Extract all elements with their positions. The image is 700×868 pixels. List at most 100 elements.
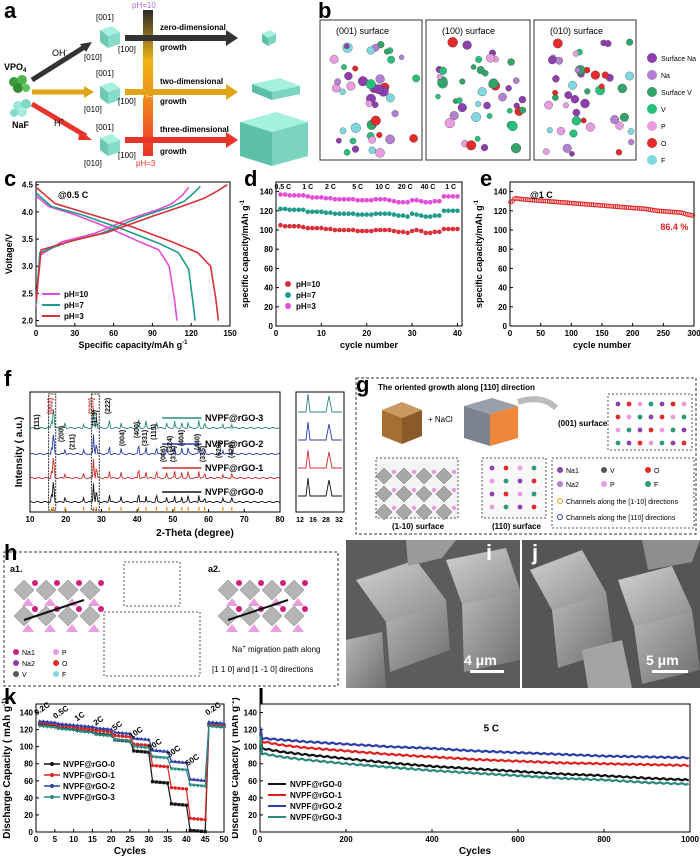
legend-label: NVPF@rGO-0 <box>290 780 342 789</box>
legend-marker <box>50 784 54 788</box>
panel-label-g: g <box>356 372 370 397</box>
x-tick-label: 10 <box>317 329 326 338</box>
x-tick-label: 150 <box>223 329 237 338</box>
atom <box>349 137 357 145</box>
atom <box>431 487 437 493</box>
data-point <box>83 726 87 731</box>
atom <box>411 469 417 475</box>
polyhedron <box>66 624 78 632</box>
data-point <box>195 817 200 821</box>
atom <box>341 64 347 70</box>
data-point <box>94 728 98 733</box>
data-point <box>328 226 333 232</box>
atom <box>365 100 373 107</box>
panel-label-l: l <box>258 684 265 709</box>
x-tick-label: 0 <box>274 329 279 338</box>
x-tick-label: 20 <box>107 835 116 844</box>
ph-mid: pH=7 <box>138 91 158 100</box>
data-point <box>382 197 388 202</box>
b-legend-marker <box>647 87 657 97</box>
atom <box>555 56 563 65</box>
two-d-label: two-dimensional <box>160 77 223 86</box>
x-axis-label: Specific capacity/mAh g-1 <box>79 340 189 350</box>
legend-label: NVPF@rGO-2 <box>63 782 115 791</box>
data-point <box>427 214 433 219</box>
oriented-growth-schematic: The oriented growth along [110] directio… <box>355 377 697 535</box>
data-point <box>184 760 189 765</box>
x-tick-label: 120 <box>185 329 199 338</box>
data-point <box>296 207 301 213</box>
data-point <box>210 720 215 724</box>
data-point <box>143 737 148 741</box>
data-point <box>355 212 360 217</box>
data-point <box>109 730 113 734</box>
data-point <box>323 196 329 201</box>
data-point <box>296 223 301 229</box>
data-point <box>180 760 185 764</box>
data-point <box>176 767 181 772</box>
atom <box>512 77 520 84</box>
data-point <box>169 759 174 763</box>
panel-g: g The oriented growth along [110] direct… <box>352 372 700 540</box>
data-point <box>191 783 196 788</box>
data-point <box>75 723 80 727</box>
polyhedron <box>217 605 239 627</box>
atom <box>615 121 624 130</box>
atom <box>574 67 581 74</box>
y-tick-label: 40 <box>264 284 273 293</box>
atom <box>659 440 665 446</box>
h-legend-marker <box>13 649 19 655</box>
vpo4-cluster <box>9 75 30 93</box>
y-tick-label: 100 <box>20 743 34 752</box>
g-channel-1: Channels along the [1-10] directions <box>566 499 679 506</box>
data-point <box>378 211 383 216</box>
x-tick-label: 1000 <box>681 835 699 844</box>
data-point <box>113 733 117 738</box>
g-legend-marker <box>601 467 607 473</box>
data-point <box>177 786 181 791</box>
chart-e: 0 50 100 150 200 250 300 0 20 40 60 80 100 120 140 cycl… <box>474 181 700 350</box>
polyhedron <box>292 624 304 632</box>
atom <box>569 129 578 138</box>
data-point <box>287 193 292 198</box>
atom <box>346 81 356 91</box>
axis-010-c: [010] <box>84 159 102 168</box>
surface-label-010: (010) surface <box>550 26 603 36</box>
atom <box>302 606 308 612</box>
panel-label-d: d <box>244 166 258 191</box>
data-point <box>418 228 424 234</box>
data-point <box>158 764 162 768</box>
atom <box>329 54 339 64</box>
legend-label: NVPF@rGO-2 <box>290 802 342 811</box>
data-point <box>60 721 65 726</box>
x-tick-label: 15 <box>88 835 97 844</box>
cycling-curve <box>259 729 689 768</box>
atom <box>517 478 523 484</box>
surface-label-100: (100) surface <box>442 26 495 36</box>
data-point <box>305 225 311 231</box>
axis-010-b: [010] <box>84 105 102 114</box>
data-point <box>143 743 147 747</box>
data-point <box>184 768 189 773</box>
y-tick-label: 20 <box>498 303 507 312</box>
polyhedron <box>226 598 238 606</box>
rate-label: 2C <box>92 714 106 727</box>
atom <box>98 606 104 612</box>
y-tick-label: 100 <box>244 743 258 752</box>
data-point <box>432 213 438 218</box>
atom <box>659 427 665 433</box>
data-point <box>206 719 211 724</box>
data-point <box>332 227 338 233</box>
reagent-oh: OH- <box>52 48 68 58</box>
x-tick-label: 10 <box>69 835 78 844</box>
data-point <box>409 197 415 203</box>
scale-bar-i: 4 μm <box>464 652 497 668</box>
data-point <box>319 225 324 231</box>
x-tick-label: 30 <box>408 329 417 338</box>
atom <box>447 37 458 48</box>
y-tick-label: 20 <box>264 303 273 312</box>
atom <box>568 80 577 90</box>
legend-label: pH=7 <box>296 291 316 300</box>
b-legend: Surface Na Na Surface V V P O F <box>647 53 696 165</box>
xrd-pattern <box>29 482 281 504</box>
